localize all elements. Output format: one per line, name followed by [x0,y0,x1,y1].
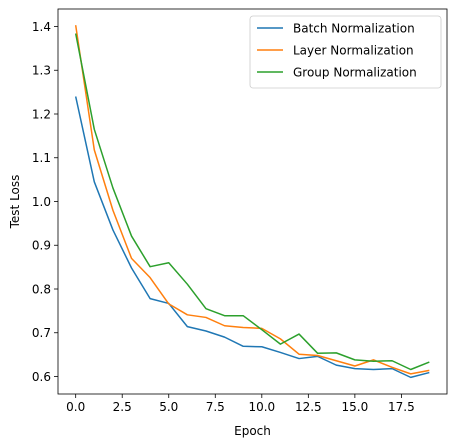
x-tick-label: 5.0 [159,400,178,414]
x-axis-label: Epoch [234,424,271,438]
y-tick-label: 1.1 [32,151,51,165]
x-tick-label: 12.5 [295,400,322,414]
y-axis-label: Test Loss [8,175,22,230]
x-tick-label: 15.0 [342,400,369,414]
x-tick-label: 10.0 [248,400,275,414]
y-tick-label: 1.2 [32,107,51,121]
x-tick-label: 7.5 [206,400,225,414]
series-line-1 [76,97,430,378]
x-tick-label: 2.5 [113,400,132,414]
legend: Batch Normalization Layer Normalization Gr… [250,16,441,88]
legend-label: Layer Normalization [293,43,414,57]
legend-label: Group Normalization [293,65,417,79]
y-tick-label: 0.8 [32,282,51,296]
y-tick-label: 1.4 [32,20,51,34]
y-tick-label: 1.0 [32,195,51,209]
x-tick-label: 0.0 [66,400,85,414]
y-axis-ticks: 0.6 0.7 0.8 0.9 1.0 1.1 1.2 1.3 1.4 [32,20,58,384]
y-tick-label: 0.9 [32,239,51,253]
y-tick-label: 0.7 [32,326,51,340]
x-axis-ticks: 0.0 2.5 5.0 7.5 10.0 12.5 15.0 17.5 [66,394,415,414]
y-tick-label: 1.3 [32,64,51,78]
legend-label: Batch Normalization [293,21,415,35]
y-tick-label: 0.6 [32,370,51,384]
x-tick-label: 17.5 [388,400,415,414]
